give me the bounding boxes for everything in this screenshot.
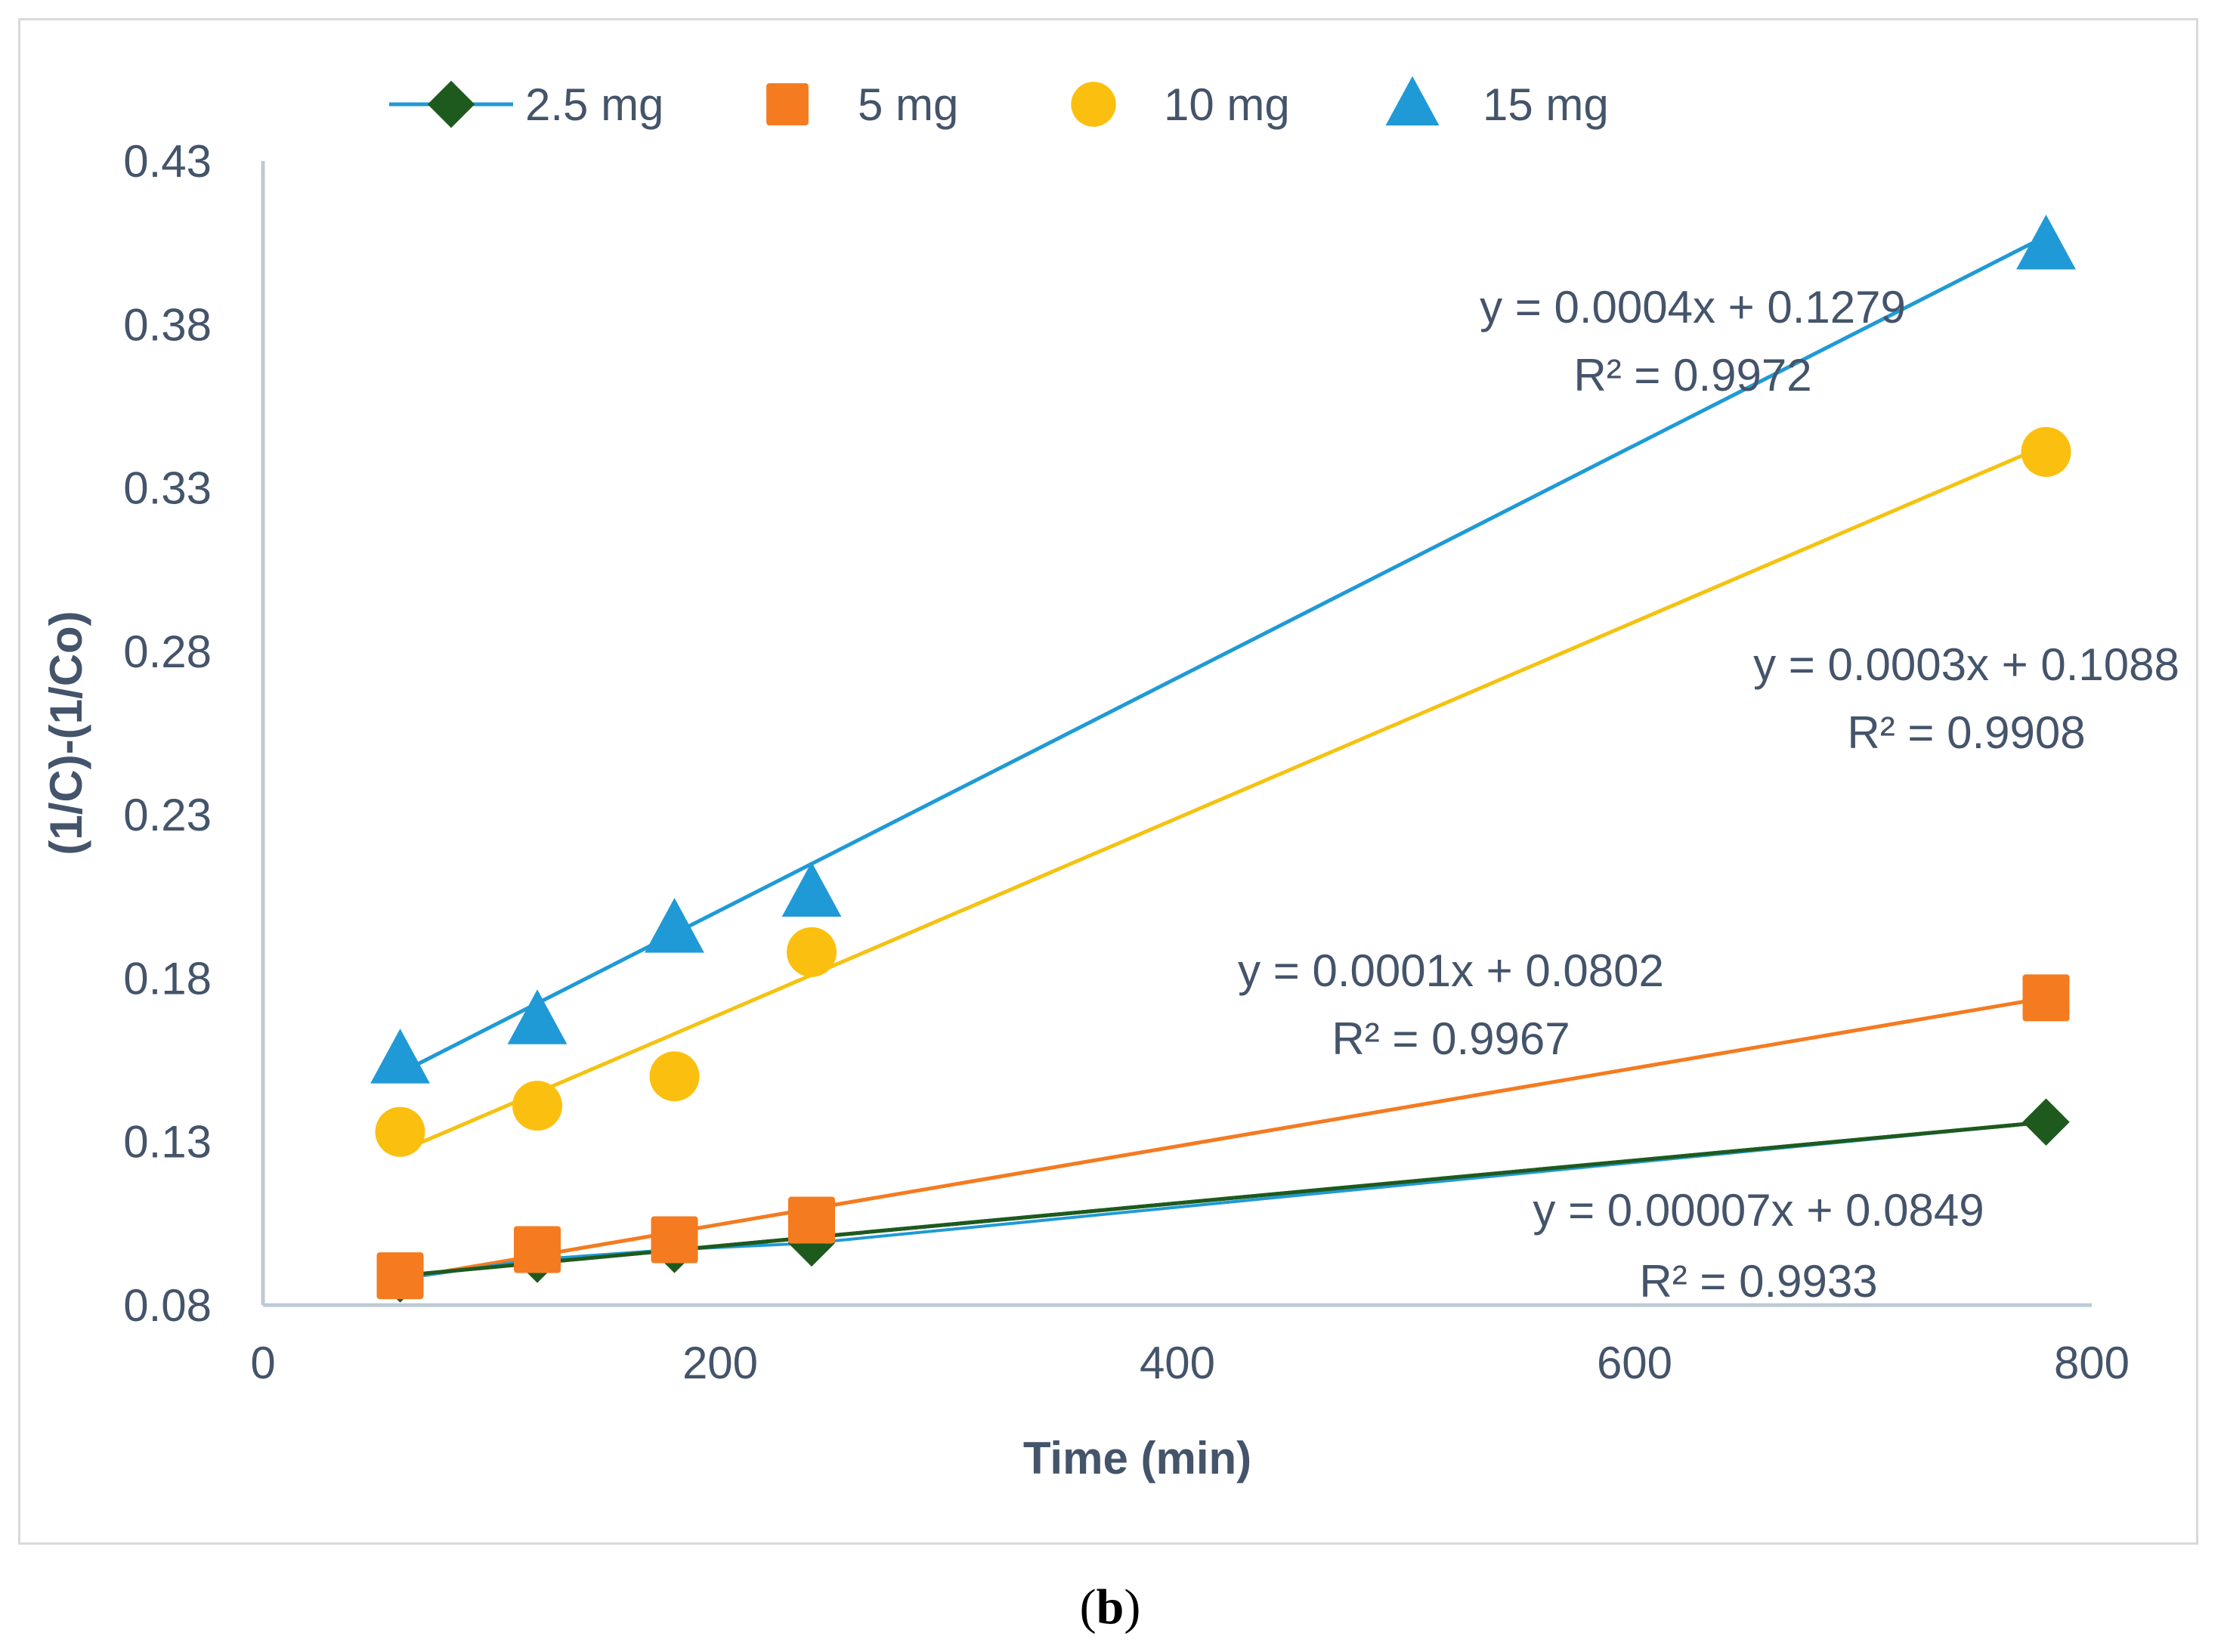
chart-frame xyxy=(18,18,2198,1545)
x-axis-title: Time (min) xyxy=(1023,1433,1251,1483)
figure-caption: (b) xyxy=(1080,1579,1141,1635)
data-point-circle xyxy=(787,927,837,977)
trend-equation: y = 0.0004x + 0.1279 xyxy=(1480,282,1906,333)
legend-marker-diamond xyxy=(427,80,475,128)
x-tick-label: 800 xyxy=(2054,1338,2130,1388)
y-tick-label: 0.43 xyxy=(123,136,212,187)
y-tick-label: 0.23 xyxy=(123,790,212,840)
data-point-triangle xyxy=(645,898,704,953)
trend-r-squared: R² = 0.9967 xyxy=(1332,1013,1570,1064)
data-point-square xyxy=(788,1196,835,1244)
data-point-circle xyxy=(649,1051,700,1102)
data-point-square xyxy=(2022,974,2070,1022)
data-point-diamond xyxy=(2022,1098,2070,1146)
trend-r-squared: R² = 0.9933 xyxy=(1639,1256,1877,1307)
trend-equation: y = 0.0003x + 0.1088 xyxy=(1753,639,2179,690)
legend-marker-square xyxy=(766,83,809,125)
trend-r-squared: R² = 0.9972 xyxy=(1573,350,1811,401)
legend-marker-triangle xyxy=(1385,76,1440,125)
trendline-10-mg xyxy=(399,444,2047,1153)
data-point-triangle xyxy=(507,989,568,1044)
trend-r-squared: R² = 0.9908 xyxy=(1847,707,2085,758)
y-axis-title: (1/C)-(1/Co) xyxy=(41,611,91,855)
data-point-square xyxy=(376,1252,424,1300)
data-point-square xyxy=(651,1216,698,1264)
legend-marker-circle xyxy=(1071,82,1116,127)
y-tick-label: 0.08 xyxy=(123,1280,212,1331)
trendline-5-mg xyxy=(400,995,2046,1281)
y-tick-label: 0.33 xyxy=(123,463,212,514)
data-point-circle xyxy=(375,1106,425,1157)
trend-equation: y = 0.0001x + 0.0802 xyxy=(1238,945,1664,996)
x-tick-label: 0 xyxy=(250,1338,275,1388)
data-point-circle xyxy=(2021,426,2071,477)
legend-label: 2.5 mg xyxy=(525,79,664,130)
data-point-square xyxy=(514,1226,561,1273)
data-point-circle xyxy=(512,1081,562,1131)
y-tick-label: 0.18 xyxy=(123,953,212,1004)
legend-label: 15 mg xyxy=(1483,79,1609,130)
trend-equation: y = 0.00007x + 0.0849 xyxy=(1533,1185,1984,1236)
legend-label: 10 mg xyxy=(1164,79,1290,130)
data-point-triangle xyxy=(781,862,842,917)
y-tick-label: 0.38 xyxy=(123,299,212,350)
y-tick-label: 0.13 xyxy=(123,1117,212,1168)
data-point-triangle xyxy=(370,1029,430,1084)
x-tick-label: 600 xyxy=(1597,1338,1672,1388)
data-point-triangle xyxy=(2016,215,2076,270)
x-tick-label: 400 xyxy=(1140,1338,1215,1388)
y-tick-label: 0.28 xyxy=(123,626,212,677)
legend-label: 5 mg xyxy=(858,79,958,130)
x-tick-label: 200 xyxy=(682,1338,758,1388)
